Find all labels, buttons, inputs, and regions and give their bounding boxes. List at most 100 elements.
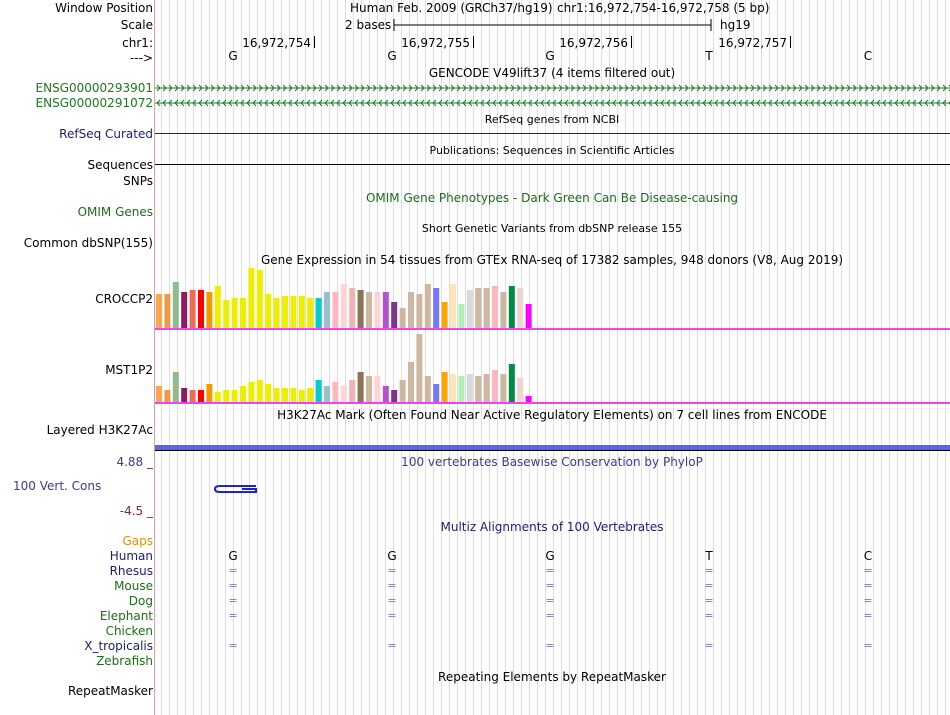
refseq-feature-line[interactable]: [155, 133, 950, 134]
gtex-bar[interactable]: [374, 376, 381, 402]
gtex-bar[interactable]: [391, 390, 398, 402]
gtex-bar[interactable]: [181, 292, 188, 328]
multiz-species-label[interactable]: Dog: [128, 594, 153, 608]
gtex-bar[interactable]: [307, 298, 314, 328]
gtex-bar[interactable]: [214, 392, 221, 402]
gtex-bar[interactable]: [282, 388, 288, 402]
publications-feature-line[interactable]: [155, 164, 950, 165]
gtex-bar[interactable]: [298, 296, 305, 328]
gtex-bar[interactable]: [223, 390, 230, 402]
gtex-bar[interactable]: [172, 372, 179, 402]
repeatmasker-track-label[interactable]: RepeatMasker: [67, 684, 153, 698]
gtex-bar[interactable]: [307, 388, 314, 402]
gencode-item-2[interactable]: ENSG00000291072: [35, 96, 153, 110]
gtex-bar[interactable]: [450, 284, 456, 328]
gtex-bar[interactable]: [198, 290, 204, 328]
refseq-track-label[interactable]: RefSeq Curated: [59, 127, 153, 141]
gtex-bar[interactable]: [458, 376, 465, 402]
multiz-species-label[interactable]: Elephant: [99, 609, 153, 623]
phylop-wiggle-glyph[interactable]: [213, 484, 258, 494]
gencode-feature-forward[interactable]: [155, 82, 950, 94]
gtex-bar[interactable]: [282, 296, 288, 328]
multiz-species-label[interactable]: Zebrafish: [96, 654, 153, 668]
gtex-bar[interactable]: [525, 396, 532, 402]
gtex-bar[interactable]: [198, 390, 204, 402]
gtex-bar[interactable]: [164, 294, 171, 328]
gtex-bar[interactable]: [374, 292, 381, 328]
gtex-bar[interactable]: [517, 288, 524, 328]
gtex-bar[interactable]: [450, 374, 456, 402]
gtex-bar[interactable]: [273, 298, 280, 328]
gtex-bar[interactable]: [324, 386, 330, 402]
gtex-mst1-bars[interactable]: [155, 332, 950, 406]
gtex-bar[interactable]: [206, 384, 213, 402]
omim-track-label[interactable]: OMIM Genes: [77, 205, 153, 219]
gtex-bar[interactable]: [340, 284, 347, 328]
gtex-bar[interactable]: [315, 298, 322, 328]
gtex-bar[interactable]: [265, 384, 272, 402]
multiz-species-label[interactable]: X_tropicalis: [84, 639, 153, 653]
gtex-bar[interactable]: [382, 386, 389, 402]
dbsnp-track-label[interactable]: Common dbSNP(155): [23, 236, 153, 250]
gtex-bar[interactable]: [525, 304, 532, 328]
gtex-bar[interactable]: [223, 300, 230, 328]
gtex-bar[interactable]: [315, 380, 322, 402]
gtex-bar[interactable]: [290, 388, 297, 402]
gtex-bar[interactable]: [240, 386, 246, 402]
gtex-bar[interactable]: [408, 292, 414, 328]
gtex-bar[interactable]: [483, 374, 490, 402]
gtex-bar[interactable]: [441, 302, 448, 328]
gtex-bar[interactable]: [357, 372, 364, 402]
gtex-bar[interactable]: [324, 292, 330, 328]
gtex-bar[interactable]: [424, 284, 431, 328]
phylop-track-label[interactable]: 100 Vert. Cons: [13, 479, 102, 493]
gtex-bar[interactable]: [349, 288, 356, 328]
gtex-bar[interactable]: [214, 286, 221, 328]
gtex-bar[interactable]: [399, 308, 406, 328]
gtex-bar[interactable]: [231, 298, 238, 328]
multiz-species-label[interactable]: Mouse: [114, 579, 153, 593]
gtex-bar[interactable]: [298, 390, 305, 402]
gtex-bar[interactable]: [475, 288, 482, 328]
gtex-bar[interactable]: [517, 378, 524, 402]
gtex-bar[interactable]: [416, 334, 423, 402]
gtex-bar[interactable]: [332, 382, 339, 402]
gtex-bar[interactable]: [156, 294, 162, 328]
gtex-bar[interactable]: [189, 290, 196, 328]
multiz-species-label[interactable]: Human: [109, 549, 153, 563]
gtex-bar[interactable]: [332, 292, 339, 328]
gtex-bar[interactable]: [357, 290, 364, 328]
gencode-feature-reverse[interactable]: [155, 97, 950, 109]
gtex-bar[interactable]: [340, 386, 347, 402]
gtex-bar[interactable]: [256, 380, 263, 402]
gtex-gene-crocc-label[interactable]: CROCCP2: [95, 292, 153, 306]
gtex-bar[interactable]: [466, 374, 473, 402]
multiz-gaps-label[interactable]: Gaps: [122, 534, 153, 548]
gtex-bar[interactable]: [265, 294, 272, 328]
gtex-bar[interactable]: [483, 288, 490, 328]
h3k27ac-signal-band[interactable]: [155, 445, 950, 450]
gtex-bar[interactable]: [349, 380, 356, 402]
gtex-bar[interactable]: [416, 294, 423, 328]
gtex-bar[interactable]: [248, 382, 255, 402]
gtex-bar[interactable]: [248, 268, 255, 328]
gtex-bar[interactable]: [206, 292, 213, 328]
gtex-bar[interactable]: [391, 302, 398, 328]
gtex-gene-mst1-label[interactable]: MST1P2: [105, 363, 153, 377]
gtex-bar[interactable]: [433, 384, 440, 402]
gtex-bar[interactable]: [508, 364, 515, 402]
gtex-bar[interactable]: [273, 388, 280, 402]
gtex-bar[interactable]: [156, 386, 162, 402]
gtex-bar[interactable]: [256, 270, 263, 328]
gtex-bar[interactable]: [382, 292, 389, 328]
gtex-bar[interactable]: [366, 376, 372, 402]
gtex-bar[interactable]: [441, 372, 448, 402]
gtex-bar[interactable]: [424, 376, 431, 402]
gtex-bar[interactable]: [240, 298, 246, 328]
gtex-bar[interactable]: [290, 296, 297, 328]
multiz-species-label[interactable]: Rhesus: [109, 564, 153, 578]
gtex-bar[interactable]: [492, 370, 498, 402]
gtex-bar[interactable]: [172, 282, 179, 328]
gtex-bar[interactable]: [433, 288, 440, 328]
gtex-bar[interactable]: [458, 304, 465, 328]
